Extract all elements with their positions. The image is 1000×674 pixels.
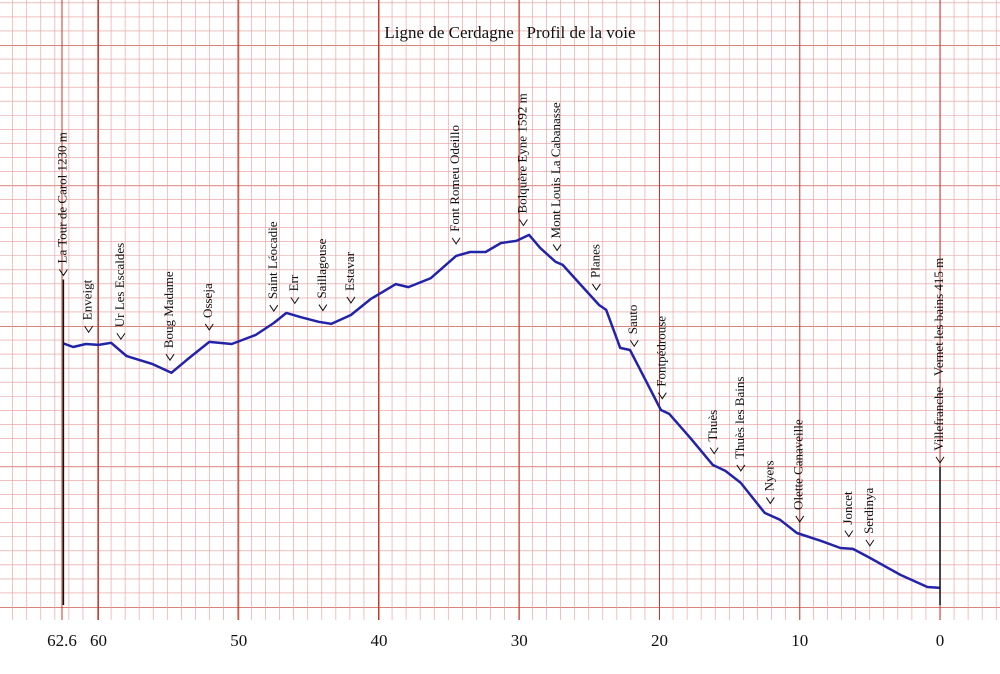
station-label: Serdinya <box>861 487 876 533</box>
station-marker <box>204 323 214 331</box>
station-label: Joncet <box>840 491 855 525</box>
station-marker <box>736 464 746 472</box>
x-tick-label: 30 <box>511 631 528 650</box>
station-marker <box>591 283 601 291</box>
station-marker <box>795 515 805 523</box>
station-marker <box>451 237 461 245</box>
x-tick-label: 10 <box>791 631 808 650</box>
x-tick-label: 50 <box>230 631 247 650</box>
station-marker <box>935 456 945 464</box>
station-marker <box>116 332 126 341</box>
station-marker <box>290 297 300 305</box>
station-label: Osseja <box>200 283 215 318</box>
station-marker <box>657 392 667 400</box>
station-marker <box>318 304 328 312</box>
station-marker <box>765 497 775 505</box>
station-label: Mont Louis La Cabanasse <box>548 102 563 238</box>
x-tick-label: 62.6 <box>47 631 77 650</box>
paper <box>0 0 1000 620</box>
station-label: Saillagouse <box>314 238 329 298</box>
x-tick-label: 20 <box>651 631 668 650</box>
profile-line <box>62 233 941 590</box>
station-label: Err <box>286 274 301 291</box>
station-label: Saint Léocadie <box>265 221 280 299</box>
station-label: Villefranche - Vernet les bains 415 m <box>931 258 946 451</box>
station-label: Font Romeu Odeillo <box>447 125 462 232</box>
station-marker <box>865 539 875 547</box>
station-label: Ur Les Escaldes <box>112 243 127 327</box>
station-label: Estavar <box>342 251 357 291</box>
chart-title: Ligne de Cerdagne Profil de la voie <box>384 23 635 42</box>
station-label: Planes <box>587 244 602 278</box>
station-marker <box>844 530 854 538</box>
station-label: Bolquère Eyne 1592 m <box>514 93 529 213</box>
x-tick-label: 40 <box>370 631 387 650</box>
station-marker <box>629 339 639 348</box>
station-label: Boug Madame <box>161 271 176 348</box>
station-marker <box>346 296 356 304</box>
station-label: Thuès <box>705 410 720 442</box>
station-label: La Tour de Carol 1230 m <box>54 132 69 263</box>
station-marker <box>709 447 719 455</box>
station-label: Nyers <box>761 460 776 491</box>
station-marker <box>519 219 528 227</box>
station-label: Thuès les Bains <box>732 377 747 459</box>
station-label: Olette Canaveille <box>791 419 806 510</box>
station-label: Enveigt <box>80 279 95 320</box>
station-marker <box>165 353 175 362</box>
station-label: Sauto <box>625 305 640 335</box>
x-tick-label: 0 <box>936 631 945 650</box>
station-label: Fontpédrouse <box>653 316 668 387</box>
station-marker <box>58 269 68 277</box>
station-marker <box>552 244 562 252</box>
x-tick-label: 60 <box>90 631 107 650</box>
station-marker <box>84 325 94 334</box>
station-marker <box>269 304 279 312</box>
